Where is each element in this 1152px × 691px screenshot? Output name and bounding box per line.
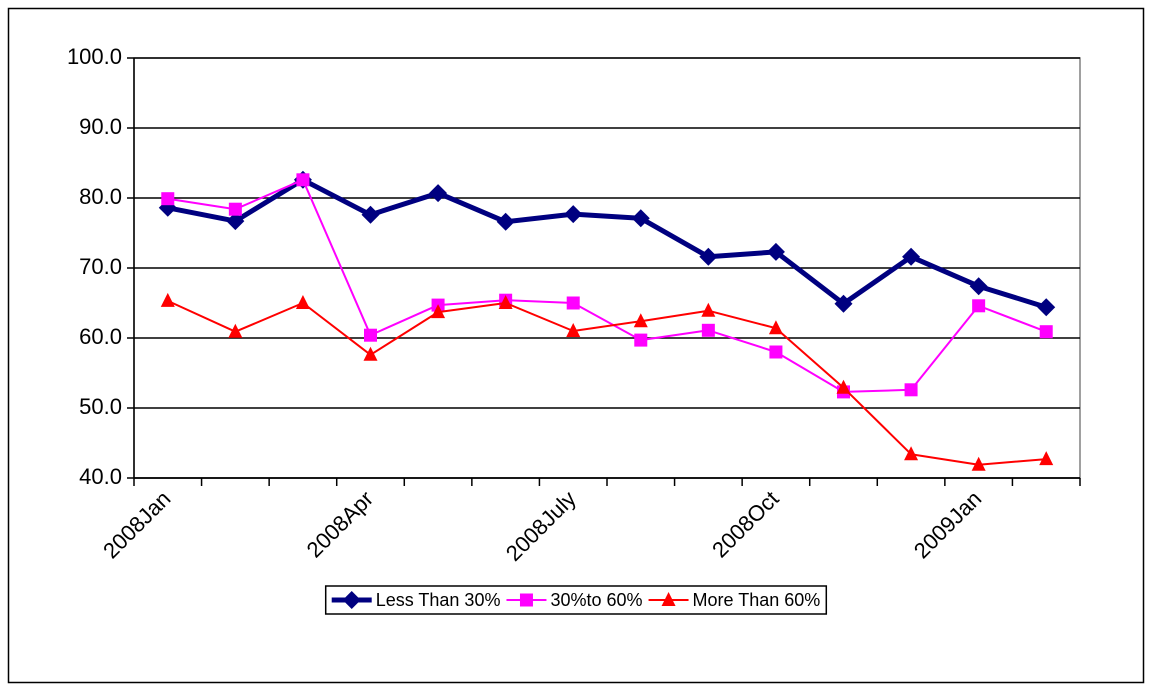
marker bbox=[902, 247, 921, 266]
legend-box bbox=[324, 585, 828, 615]
marker bbox=[566, 323, 581, 337]
marker bbox=[429, 184, 448, 203]
marker bbox=[631, 209, 650, 228]
y-tick-label: 90.0 bbox=[79, 114, 122, 139]
marker bbox=[226, 212, 245, 231]
series-line bbox=[167, 299, 1047, 466]
marker bbox=[228, 202, 242, 216]
marker bbox=[566, 296, 580, 310]
marker bbox=[634, 333, 648, 347]
legend-label: More Than 60% bbox=[693, 590, 821, 610]
y-tick-label: 80.0 bbox=[79, 184, 122, 209]
marker bbox=[519, 593, 533, 607]
marker bbox=[836, 379, 851, 394]
marker bbox=[1039, 325, 1053, 339]
marker bbox=[296, 173, 310, 187]
series-line bbox=[167, 178, 1047, 393]
marker bbox=[363, 346, 378, 361]
marker bbox=[160, 292, 175, 307]
marker bbox=[834, 294, 853, 313]
marker bbox=[1039, 451, 1054, 466]
marker bbox=[766, 242, 785, 261]
y-tick-label: 100.0 bbox=[67, 44, 122, 69]
marker bbox=[1037, 298, 1056, 317]
marker bbox=[969, 277, 988, 296]
y-tick-label: 70.0 bbox=[79, 254, 122, 279]
series-line bbox=[167, 177, 1047, 310]
legend: Less Than 30% 30%to 60% More Than 60% bbox=[324, 585, 828, 615]
marker bbox=[661, 592, 676, 606]
legend-label: 30%to 60% bbox=[550, 590, 642, 610]
y-tick-label: 50.0 bbox=[79, 394, 122, 419]
marker bbox=[699, 247, 718, 266]
marker bbox=[701, 323, 715, 337]
marker bbox=[364, 328, 377, 342]
marker bbox=[904, 446, 919, 461]
marker bbox=[361, 205, 380, 224]
marker bbox=[971, 456, 986, 471]
marker bbox=[769, 345, 783, 359]
marker bbox=[768, 320, 783, 335]
marker bbox=[228, 323, 243, 338]
marker bbox=[633, 313, 648, 328]
y-tick-label: 60.0 bbox=[79, 324, 122, 349]
y-tick-label: 40.0 bbox=[79, 464, 122, 489]
marker bbox=[701, 302, 716, 317]
marker bbox=[161, 192, 175, 206]
marker bbox=[904, 383, 918, 397]
marker bbox=[342, 591, 361, 609]
marker bbox=[972, 299, 986, 313]
marker bbox=[431, 304, 446, 319]
marker bbox=[498, 295, 513, 309]
marker bbox=[496, 212, 515, 231]
marker bbox=[564, 205, 583, 224]
legend-label: Less Than 30% bbox=[376, 590, 501, 610]
marker bbox=[295, 295, 310, 309]
